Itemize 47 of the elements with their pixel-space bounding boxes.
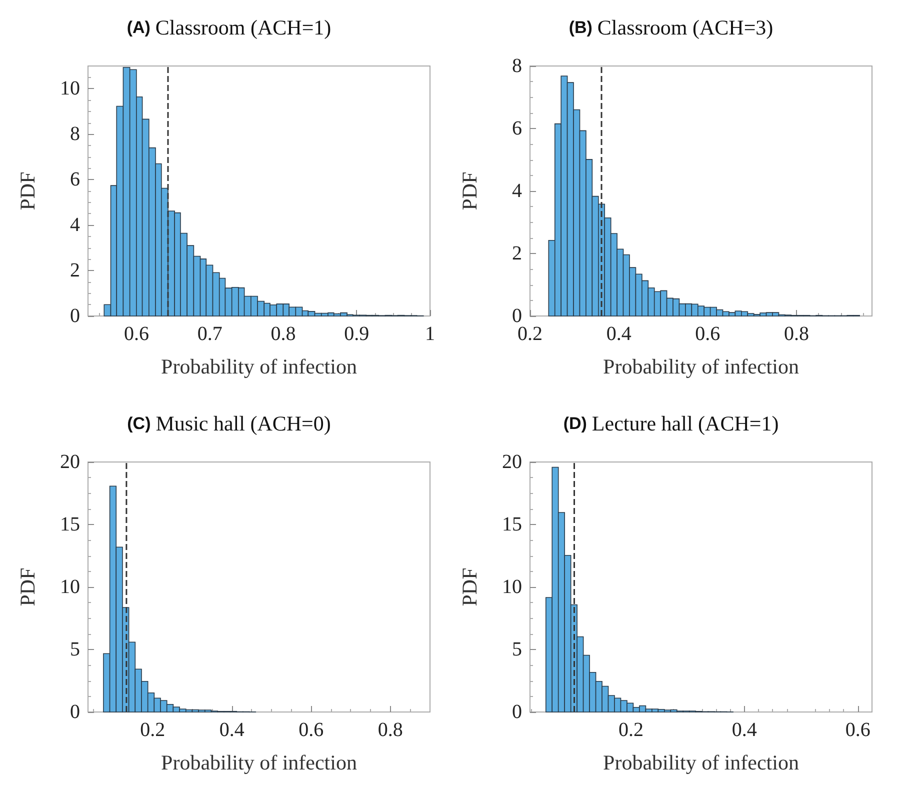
chart-title: (C) Music hall (ACH=0) bbox=[127, 412, 331, 436]
y-axis-title: PDF bbox=[16, 172, 40, 210]
x-tick-label: 0.2 bbox=[618, 719, 644, 741]
y-axis-title: PDF bbox=[16, 568, 40, 606]
y-tick-label: 15 bbox=[60, 514, 80, 536]
x-tick-label: 0.7 bbox=[197, 323, 222, 345]
x-axis-title: Probability of infection bbox=[161, 354, 358, 378]
y-tick-label: 20 bbox=[60, 451, 80, 473]
y-tick-label: 0 bbox=[512, 701, 522, 723]
x-tick-label: 0.8 bbox=[784, 323, 809, 345]
chart-title: (B) Classroom (ACH=3) bbox=[568, 16, 774, 40]
y-tick-label: 2 bbox=[512, 242, 522, 264]
y-tick-label: 5 bbox=[512, 638, 522, 660]
y-tick-label: 2 bbox=[70, 260, 80, 282]
x-tick-label: 0.6 bbox=[695, 323, 720, 345]
y-tick-label: 8 bbox=[512, 55, 522, 77]
y-tick-label: 0 bbox=[70, 305, 80, 327]
x-tick-label: 0.4 bbox=[219, 719, 244, 741]
y-tick-label: 4 bbox=[512, 180, 522, 202]
x-tick-label: 0.4 bbox=[606, 323, 632, 345]
y-tick-label: 20 bbox=[502, 451, 522, 473]
x-tick-label: 0.2 bbox=[140, 719, 166, 741]
y-tick-label: 4 bbox=[70, 214, 80, 236]
x-tick-label: 1 bbox=[425, 323, 435, 345]
x-tick-label: 0.6 bbox=[298, 719, 324, 741]
x-tick-label: 0.4 bbox=[732, 719, 757, 741]
y-tick-label: 0 bbox=[70, 701, 80, 723]
y-tick-label: 6 bbox=[70, 168, 80, 191]
y-axis-title: PDF bbox=[458, 172, 482, 210]
x-axis-title: Probability of infection bbox=[161, 750, 358, 774]
x-tick-label: 0.8 bbox=[270, 323, 296, 345]
x-axis-title: Probability of infection bbox=[603, 354, 800, 378]
y-tick-label: 6 bbox=[512, 118, 522, 140]
x-tick-label: 0.6 bbox=[124, 323, 149, 345]
y-tick-label: 8 bbox=[70, 123, 80, 146]
x-axis-title: Probability of infection bbox=[603, 750, 800, 774]
x-tick-label: 0.8 bbox=[378, 719, 403, 741]
y-tick-label: 10 bbox=[502, 576, 522, 598]
x-tick-label: 0.6 bbox=[845, 719, 870, 741]
chart-title: (A) Classroom (ACH=1) bbox=[126, 16, 332, 40]
y-tick-label: 15 bbox=[502, 514, 522, 536]
y-tick-label: 5 bbox=[70, 638, 80, 660]
chart-title: (D) Lecture hall (ACH=1) bbox=[563, 412, 779, 436]
y-tick-label: 10 bbox=[60, 576, 80, 598]
y-axis-title: PDF bbox=[458, 568, 482, 606]
y-tick-label: 10 bbox=[60, 78, 80, 100]
x-tick-label: 0.9 bbox=[344, 323, 370, 345]
